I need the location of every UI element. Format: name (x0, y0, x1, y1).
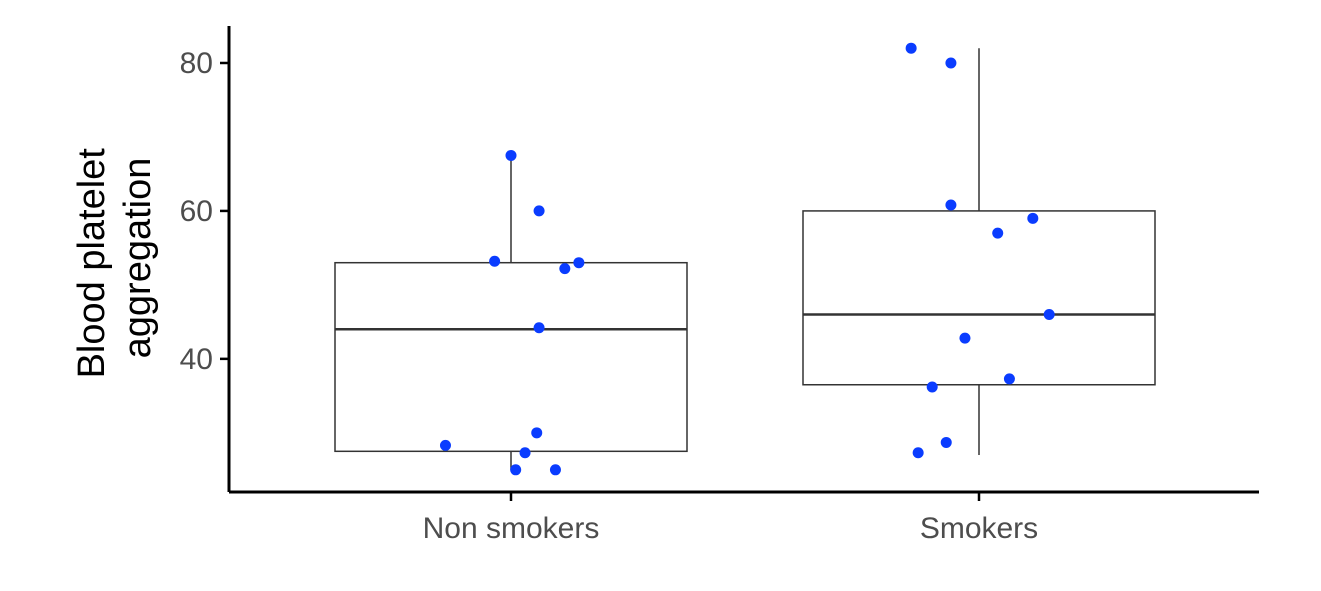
data-point-non-smokers-4 (573, 257, 585, 269)
data-point-smokers-2 (945, 57, 957, 69)
plot-area (334, 42, 1156, 476)
y-tick-label-60: 60 (180, 195, 213, 228)
data-point-smokers-3 (945, 199, 957, 211)
data-point-non-smokers-7 (531, 427, 543, 439)
box-non-smokers (334, 261, 688, 453)
data-point-smokers-7 (959, 332, 971, 344)
data-point-smokers-1 (905, 42, 917, 54)
data-point-smokers-8 (1003, 373, 1015, 385)
axes: 40 60 80 Non smokers Smokers (180, 26, 1259, 545)
data-point-non-smokers-10 (510, 464, 522, 476)
data-point-smokers-4 (1027, 212, 1039, 224)
data-point-non-smokers-1 (505, 149, 517, 161)
y-tick-label-40: 40 (180, 343, 213, 376)
y-tick-label-80: 80 (180, 47, 213, 80)
data-point-non-smokers-6 (533, 322, 545, 334)
y-axis-title-line-2: aggregation (117, 158, 159, 359)
x-tick-label-smokers: Smokers (920, 512, 1038, 545)
data-point-non-smokers-11 (549, 464, 561, 476)
y-axis-title: Blood platelet aggregation (71, 138, 159, 379)
data-point-non-smokers-8 (439, 439, 451, 451)
data-point-smokers-6 (1043, 308, 1055, 320)
data-point-non-smokers-3 (489, 255, 501, 267)
data-point-smokers-5 (992, 227, 1004, 239)
data-point-non-smokers-5 (559, 263, 571, 275)
data-point-non-smokers-2 (533, 205, 545, 217)
data-point-smokers-11 (912, 447, 924, 459)
x-tick-label-non-smokers: Non smokers (423, 512, 600, 545)
data-point-smokers-10 (940, 436, 952, 448)
y-axis-title-line-1: Blood platelet (71, 148, 113, 379)
data-point-non-smokers-9 (519, 447, 531, 459)
box-smokers (802, 210, 1156, 386)
data-point-smokers-9 (926, 381, 938, 393)
